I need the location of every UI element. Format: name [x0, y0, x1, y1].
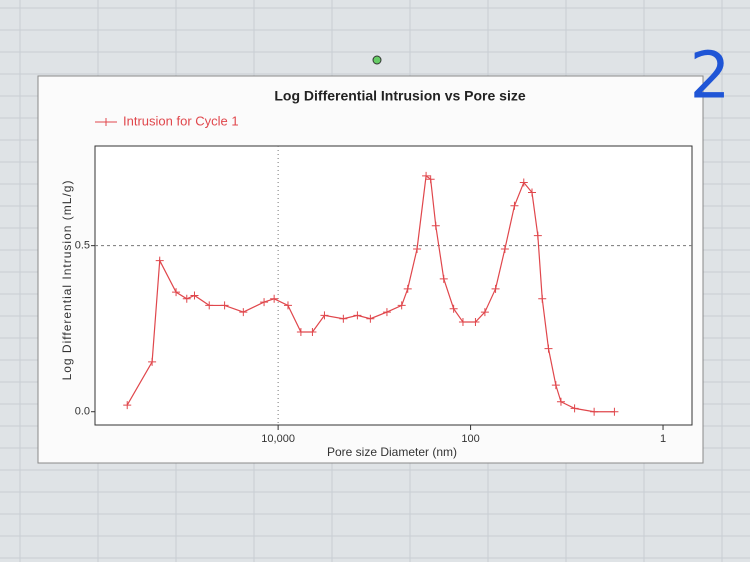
data-point — [205, 301, 214, 310]
data-point — [148, 357, 157, 366]
data-point — [320, 311, 329, 320]
data-point — [500, 244, 509, 253]
data-point — [431, 221, 440, 230]
data-point — [533, 231, 542, 240]
x-tick-label: 10,000 — [261, 433, 295, 445]
data-point — [239, 308, 248, 317]
data-point — [570, 404, 579, 413]
data-point — [413, 244, 422, 253]
data-point — [172, 288, 181, 297]
data-point — [551, 381, 560, 390]
data-point — [449, 304, 458, 313]
annotation: 2 — [690, 40, 731, 114]
data-point — [422, 171, 431, 180]
data-point — [182, 294, 191, 303]
legend-label: Intrusion for Cycle 1 — [123, 113, 239, 128]
data-point — [366, 314, 375, 323]
data-point — [296, 328, 305, 336]
data-point — [382, 308, 391, 317]
rotate-handle[interactable] — [372, 55, 382, 65]
data-point — [353, 311, 362, 320]
data-point — [270, 294, 279, 303]
data-point — [397, 301, 406, 310]
legend-symbol — [95, 118, 117, 126]
data-point — [339, 314, 348, 323]
data-point — [403, 284, 412, 293]
x-tick-label: 1 — [660, 433, 666, 445]
data-point — [471, 318, 480, 327]
data-point — [458, 318, 467, 327]
chart-title: Log Differential Intrusion vs Pore size — [274, 88, 525, 104]
plot-area — [94, 145, 693, 426]
data-point — [538, 294, 547, 303]
data-point — [426, 175, 435, 184]
y-tick-label: 0.0 — [75, 406, 90, 418]
data-point — [556, 397, 565, 406]
data-point — [260, 298, 269, 307]
x-axis-label: Pore size Diameter (nm) — [327, 445, 457, 459]
data-point — [590, 407, 599, 416]
data-point — [439, 274, 448, 283]
data-point — [123, 401, 132, 410]
data-point — [519, 178, 528, 187]
data-point — [283, 301, 292, 310]
data-point — [220, 301, 229, 310]
data-point — [480, 308, 489, 317]
data-point — [155, 256, 164, 265]
data-point — [308, 328, 317, 336]
y-tick-label: 0.5 — [75, 240, 90, 252]
data-point — [544, 344, 553, 353]
x-tick-label: 100 — [461, 433, 479, 445]
data-point — [190, 291, 199, 300]
data-point — [527, 188, 536, 197]
y-axis-label: Log Differential Intrusion (mL/g) — [60, 180, 74, 381]
data-point — [610, 407, 619, 416]
data-point — [491, 284, 500, 293]
data-point — [510, 201, 519, 210]
